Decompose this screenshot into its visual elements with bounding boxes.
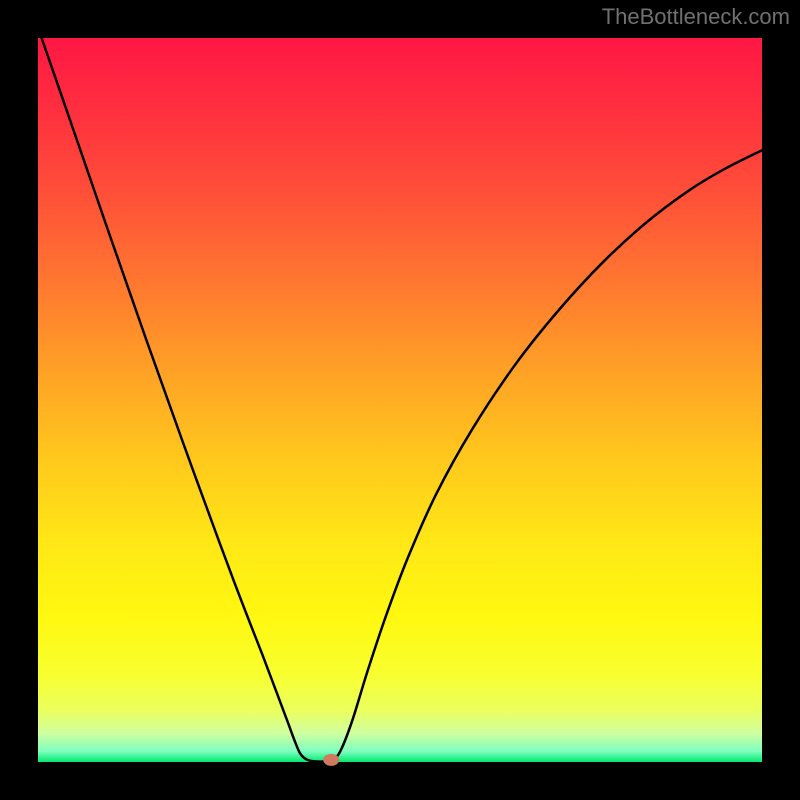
chart-canvas: TheBottleneck.com xyxy=(0,0,800,800)
watermark-text: TheBottleneck.com xyxy=(602,4,790,30)
optimum-marker xyxy=(323,754,339,766)
bottleneck-chart xyxy=(0,0,800,800)
plot-area xyxy=(38,38,762,762)
